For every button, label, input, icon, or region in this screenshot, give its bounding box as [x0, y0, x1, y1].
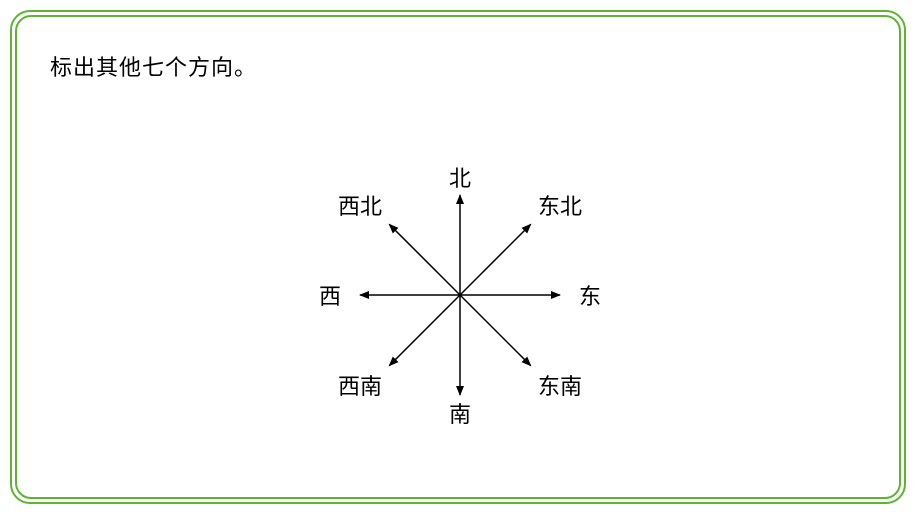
arrow-southeast: [460, 295, 531, 366]
label-west: 西: [319, 279, 341, 311]
arrow-southwest: [389, 295, 460, 366]
label-east: 东: [579, 279, 601, 311]
label-south: 南: [449, 397, 471, 429]
label-northwest: 西北: [338, 189, 382, 221]
label-southeast: 东南: [538, 369, 582, 401]
label-northeast: 东北: [538, 189, 582, 221]
arrow-northwest: [389, 224, 460, 295]
prompt-text: 标出其他七个方向。: [50, 50, 257, 82]
arrow-northeast: [460, 224, 531, 295]
compass-rose: 北东北东东南南 西南 西 西北: [280, 110, 640, 470]
label-north: 北: [449, 161, 471, 193]
label-southwest: 西南: [338, 369, 382, 401]
